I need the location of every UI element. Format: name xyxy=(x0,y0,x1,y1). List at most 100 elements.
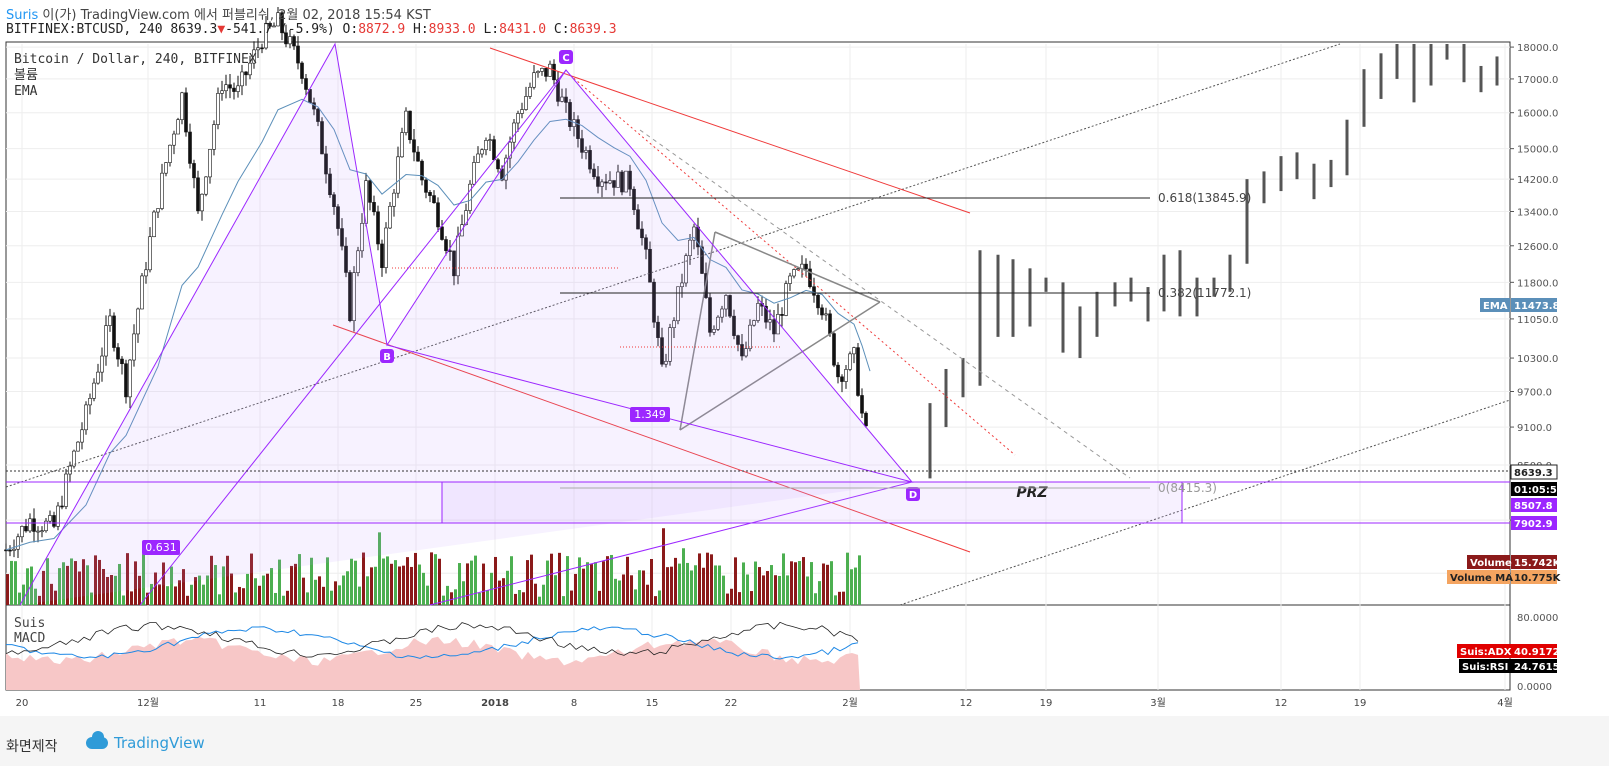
candle-body xyxy=(344,245,348,273)
volume-bar xyxy=(90,592,93,605)
candle-body xyxy=(128,359,132,398)
volume-bar xyxy=(610,554,613,605)
tradingview-brand[interactable]: TradingView xyxy=(86,731,205,752)
volume-bar xyxy=(314,579,317,605)
volume-bars xyxy=(6,528,861,605)
volume-bar xyxy=(822,563,825,605)
red-channel-lower xyxy=(332,324,971,553)
ratio-1349-box xyxy=(630,407,670,422)
candle-body xyxy=(428,192,432,196)
volume-bar xyxy=(494,556,497,605)
triangle-lower xyxy=(679,301,881,431)
fib-label: 0.382(11772.1) xyxy=(1158,286,1251,300)
long-trendline-lower xyxy=(899,399,1511,606)
volume-bar xyxy=(422,572,425,605)
candle-body xyxy=(780,314,784,316)
candle-body xyxy=(728,295,732,317)
volume-bar xyxy=(734,557,737,605)
triangle-upper xyxy=(714,231,881,303)
candle-body xyxy=(832,333,836,366)
volume-bar xyxy=(634,589,637,605)
candle-body xyxy=(636,209,640,230)
volume-bar xyxy=(682,548,685,605)
candle-body xyxy=(276,12,280,27)
volume-bar xyxy=(854,567,857,605)
volume-bar xyxy=(678,563,681,605)
candle-body xyxy=(712,329,716,333)
candle-body xyxy=(700,246,704,274)
fib-label: 0.618(13845.9) xyxy=(1158,191,1251,205)
time-tick-label: 12월 xyxy=(137,697,159,709)
candle-body xyxy=(132,333,136,361)
volume-bar xyxy=(462,581,465,605)
volume-bar xyxy=(730,588,733,605)
volume-bar xyxy=(338,585,341,605)
candle-body xyxy=(640,228,644,239)
volume-bar xyxy=(554,575,557,605)
candle-body xyxy=(472,162,476,185)
candle-body xyxy=(628,170,632,190)
volume-bar xyxy=(642,570,645,605)
candle-body xyxy=(544,68,548,77)
volume-bar xyxy=(762,575,765,605)
harmonic-fill xyxy=(20,44,912,605)
volume-bar xyxy=(142,554,145,605)
last-price-border xyxy=(1510,464,1558,480)
volume-bar xyxy=(206,575,209,605)
open-value: 8872.9 xyxy=(358,22,406,37)
volume-bar xyxy=(182,569,185,605)
volume-bar xyxy=(98,559,101,605)
candle-body xyxy=(232,87,236,92)
candle-body xyxy=(828,313,832,334)
candle-body xyxy=(116,347,120,360)
candle-body xyxy=(512,122,516,143)
volume-bar xyxy=(582,568,585,605)
candle-body xyxy=(816,294,820,309)
volume-bar xyxy=(838,591,841,605)
volume-bar xyxy=(302,577,305,605)
time-tick-label: 2월 xyxy=(842,697,858,709)
volume-bar xyxy=(546,560,549,605)
candle-body xyxy=(100,355,104,373)
fib-levels: 0.618(13845.9) 0.382(11772.1) 0(8415.3) xyxy=(560,191,1251,495)
volume-bar xyxy=(674,557,677,605)
chart-header: Suris 이(가) TradingView.com 에서 퍼블리쉬, 2월 0… xyxy=(0,0,1609,44)
volume-bar xyxy=(614,578,617,605)
volume-bar xyxy=(498,580,501,605)
candle-body xyxy=(768,319,772,323)
volume-value-tag-box xyxy=(1511,555,1557,569)
volume-bar xyxy=(86,565,89,605)
candle-body xyxy=(652,281,656,323)
candle-body xyxy=(392,192,396,207)
volume-bar xyxy=(802,557,805,605)
candle-body xyxy=(672,320,676,328)
volume-bar xyxy=(450,592,453,605)
change-value: -541.7 (-5.9%) xyxy=(225,22,335,37)
candle-body xyxy=(272,25,276,28)
candle-body xyxy=(724,295,728,310)
volume-bar xyxy=(70,558,73,605)
volume-bar xyxy=(402,565,405,605)
candle-body xyxy=(452,250,456,277)
volume-bar xyxy=(726,593,729,605)
candle-body xyxy=(680,282,684,288)
adx-area xyxy=(6,636,860,690)
author-link[interactable]: Suris xyxy=(6,8,39,23)
publish-info: Suris 이(가) TradingView.com 에서 퍼블리쉬, 2월 0… xyxy=(6,4,431,23)
volume-bar xyxy=(74,561,77,605)
candle-body xyxy=(240,71,244,87)
price-chart[interactable]: 7000.07700.08500.09100.09700.010300.0110… xyxy=(0,0,1609,716)
candle-body xyxy=(292,36,296,47)
candle-body xyxy=(12,548,16,551)
candle-body xyxy=(596,176,600,187)
candle-body xyxy=(848,353,852,370)
candle-body xyxy=(280,12,284,34)
candle-body xyxy=(144,269,148,277)
rsi-name-tag-box xyxy=(1459,659,1511,673)
ratio-0631-box xyxy=(142,540,180,555)
volume-bar xyxy=(6,574,9,605)
oscillator xyxy=(5,621,860,690)
candle-body xyxy=(820,307,824,316)
candle-body xyxy=(608,180,612,184)
candle-body xyxy=(156,208,160,213)
